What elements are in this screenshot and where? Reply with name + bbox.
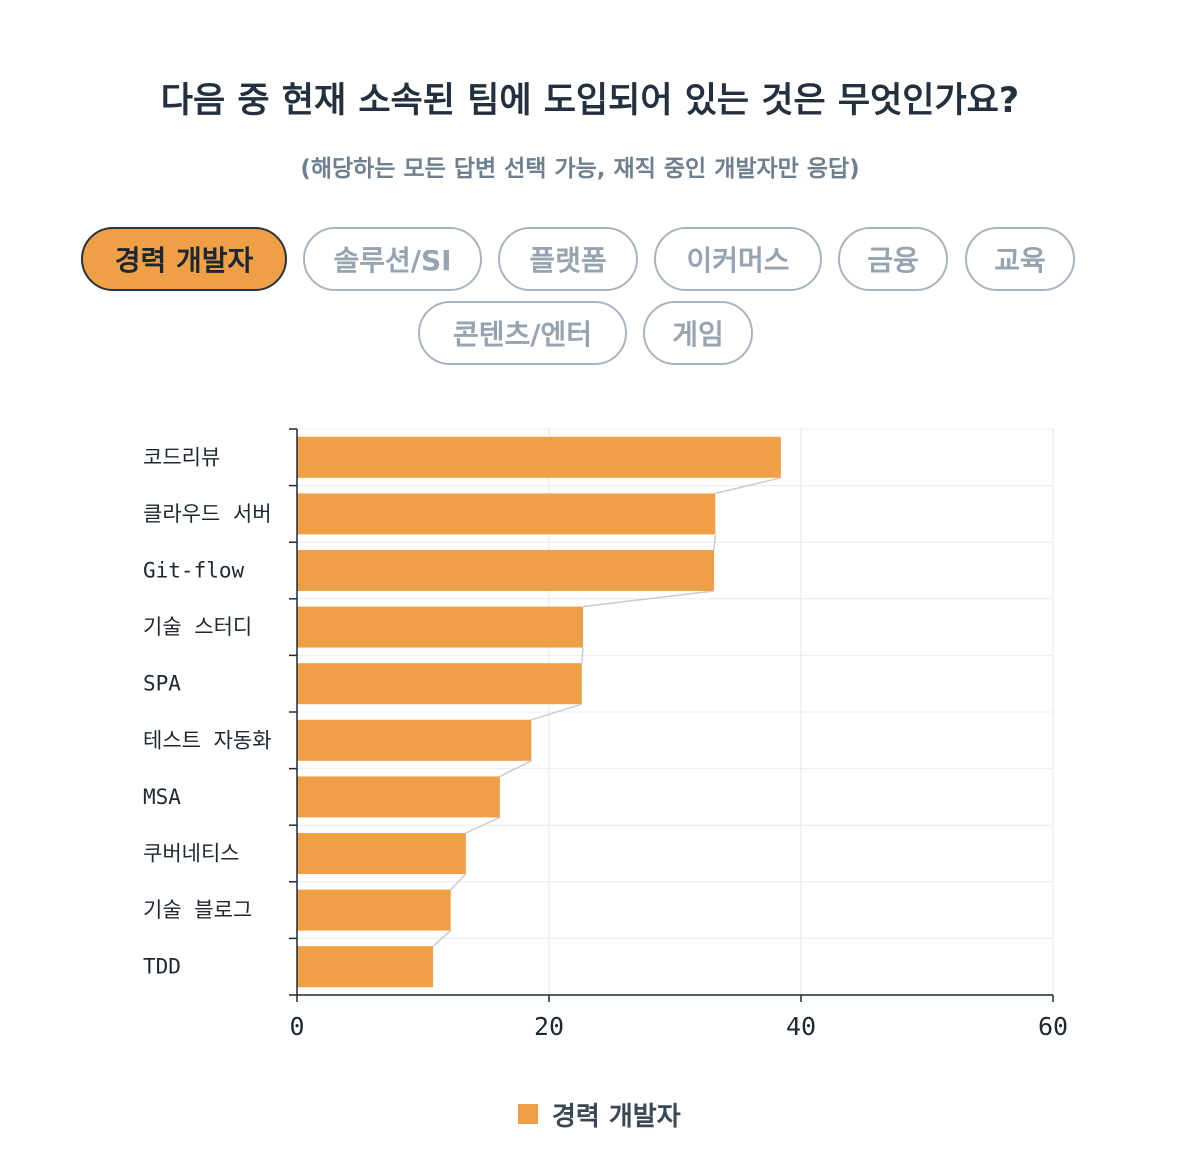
category-label: SPA [143, 672, 181, 696]
bar-1 [297, 493, 716, 535]
filter-pill-ecommerce[interactable]: 이커머스 [654, 227, 822, 291]
bar-8 [297, 889, 451, 931]
x-tick-label: 60 [1038, 1012, 1068, 1041]
bar-connector [531, 703, 582, 721]
bar-connector [432, 930, 452, 947]
bar-connector [581, 647, 584, 664]
bar-9 [297, 946, 434, 988]
legend-label: 경력 개발자 [552, 1101, 681, 1132]
bar-5 [297, 719, 532, 761]
filter-pill-solution-si[interactable]: 솔루션/SI [303, 227, 482, 291]
bar-connector [499, 760, 532, 778]
category-label: 코드리뷰 [143, 445, 220, 469]
chart-subtitle: (해당하는 모든 답변 선택 가능, 재직 중인 개발자만 응답) [300, 156, 860, 182]
x-tick-label: 40 [786, 1012, 816, 1041]
category-label: 기술 블로그 [143, 898, 252, 922]
category-label: Git-flow [143, 559, 245, 583]
filter-pill-experienced-developer[interactable]: 경력 개발자 [81, 227, 287, 291]
filter-pill-game[interactable]: 게임 [643, 301, 753, 365]
category-label: 쿠버네티스 [143, 842, 240, 866]
category-label: TDD [143, 955, 181, 979]
bar-connector [465, 816, 501, 834]
bar-7 [297, 833, 466, 874]
x-tick-label: 0 [289, 1012, 304, 1041]
category-label: 테스트 자동화 [143, 728, 272, 752]
bar-2 [297, 550, 715, 591]
filter-pill-content-entertainment[interactable]: 콘텐츠/엔터 [418, 301, 627, 365]
bar-connector [713, 534, 717, 551]
legend-swatch [518, 1104, 538, 1124]
bar-connector [582, 590, 715, 608]
filter-pill-education[interactable]: 교육 [965, 227, 1075, 291]
category-label: 기술 스터디 [143, 615, 252, 639]
legend[interactable]: 경력 개발자 [518, 1094, 681, 1134]
category-label: MSA [143, 785, 181, 809]
chart-title: 다음 중 현재 소속된 팀에 도입되어 있는 것은 무엇인가요? [160, 81, 1020, 121]
filter-pill-finance[interactable]: 금융 [838, 227, 948, 291]
filter-pill-platform[interactable]: 플랫폼 [498, 227, 638, 291]
x-tick-label: 20 [534, 1012, 564, 1041]
bar-6 [297, 776, 500, 818]
bar-connector [450, 873, 467, 891]
category-label: 클라우드 서버 [143, 502, 272, 526]
bar-connector [715, 477, 782, 495]
bar-4 [297, 663, 582, 705]
bar-3 [297, 606, 584, 648]
bar-0 [297, 436, 781, 478]
